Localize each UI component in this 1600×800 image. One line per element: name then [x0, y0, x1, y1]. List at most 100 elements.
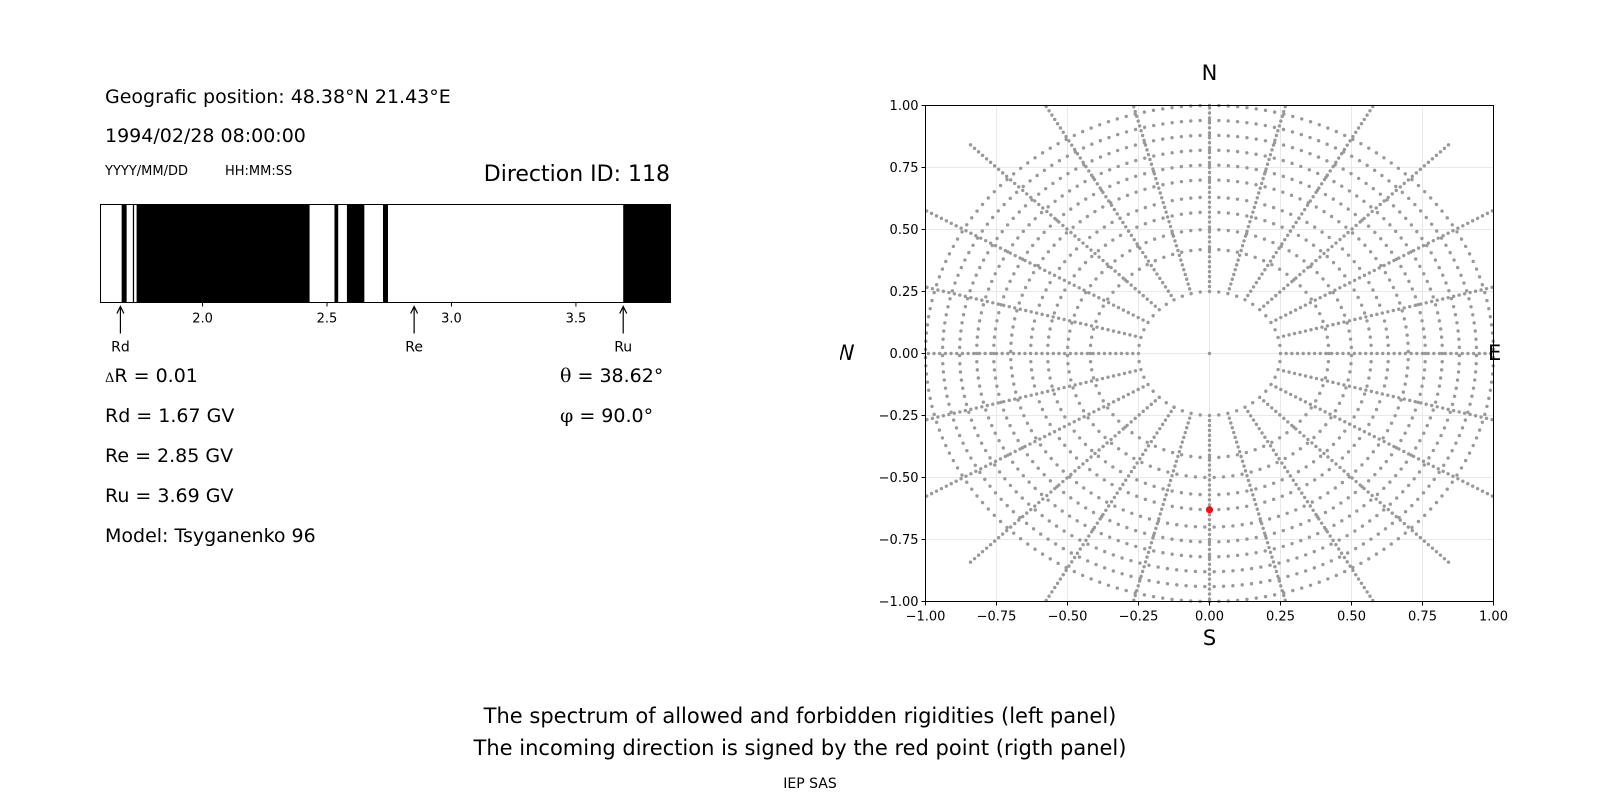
direction-point: [986, 251, 990, 255]
direction-point: [1061, 469, 1065, 473]
direction-point: [1245, 473, 1249, 478]
direction-point: [1136, 315, 1140, 320]
direction-point: [1336, 381, 1341, 386]
direction-point: [1318, 407, 1322, 411]
direction-point: [1015, 309, 1019, 313]
direction-point: [995, 384, 999, 388]
direction-point: [1454, 351, 1459, 356]
direction-point: [1246, 293, 1250, 298]
direction-point: [1170, 489, 1174, 493]
direction-point: [1320, 230, 1324, 234]
direction-point: [1449, 296, 1454, 301]
direction-point: [1189, 248, 1193, 253]
direction-point: [1299, 132, 1303, 137]
direction-point: [1111, 569, 1116, 573]
direction-point: [1365, 113, 1369, 117]
direction-point: [1298, 397, 1303, 402]
direction-point: [1060, 509, 1064, 513]
direction-point: [1438, 376, 1443, 380]
direction-point: [1226, 507, 1230, 511]
direction-point: [1391, 308, 1395, 313]
spectrum-ticks: 2.0 2.5 3.0 3.5: [192, 302, 586, 327]
direction-point: [1077, 286, 1081, 290]
direction-point: [1198, 247, 1202, 252]
direction-point: [997, 438, 1001, 443]
direction-point: [1451, 304, 1456, 309]
direction-point: [1207, 255, 1212, 259]
direction-point: [965, 480, 969, 484]
direction-point: [1479, 415, 1483, 419]
direction-point: [1263, 169, 1268, 174]
direction-point: [1269, 382, 1273, 387]
direction-point: [1061, 546, 1066, 551]
direction-point: [1426, 160, 1431, 165]
direction-point: [1037, 400, 1042, 404]
direction-point: [1284, 390, 1288, 394]
direction-point: [1342, 555, 1347, 560]
direction-point: [1006, 351, 1010, 356]
direction-point: [1245, 552, 1249, 556]
direction-point: [1314, 205, 1318, 209]
direction-point: [1124, 478, 1128, 482]
direction-point: [1132, 237, 1136, 242]
direction-point: [1397, 396, 1401, 400]
direction-point: [1299, 164, 1303, 169]
direction-point: [997, 392, 1001, 396]
direction-point: [1240, 244, 1245, 248]
direction-point: [1268, 563, 1272, 567]
direction-point: [1170, 473, 1174, 478]
direction-point: [1080, 129, 1085, 134]
direction-point: [1371, 415, 1375, 419]
direction-point: [1426, 462, 1431, 466]
direction-point: [1129, 283, 1133, 287]
direction-point: [1207, 522, 1212, 527]
direction-point: [1146, 382, 1150, 387]
direction-point: [1325, 335, 1330, 339]
x-tick-label: 0.50: [1337, 610, 1366, 625]
direction-point: [1091, 192, 1096, 197]
direction-point: [1109, 265, 1113, 270]
direction-point: [1463, 458, 1468, 463]
direction-point: [1056, 141, 1060, 146]
direction-point: [980, 298, 984, 302]
direction-point: [977, 351, 982, 356]
direction-point: [1235, 134, 1240, 139]
direction-point: [1052, 392, 1057, 396]
direction-point: [1244, 504, 1249, 509]
direction-point: [1245, 537, 1249, 541]
direction-point: [1170, 252, 1175, 257]
direction-point: [1142, 375, 1146, 379]
direction-point: [1333, 409, 1338, 413]
direction-point: [1440, 343, 1444, 348]
direction-point: [975, 359, 979, 364]
direction-point: [1077, 417, 1081, 421]
direction-point: [1085, 351, 1090, 356]
direction-point: [1189, 196, 1193, 200]
direction-point: [1309, 328, 1313, 332]
direction-point: [1382, 384, 1387, 388]
direction-point: [1291, 225, 1295, 229]
direction-point: [1366, 224, 1371, 228]
direction-point: [963, 258, 967, 262]
direction-point: [1090, 159, 1094, 163]
direction-point: [1049, 213, 1053, 217]
direction-point: [1312, 549, 1316, 554]
direction-point: [1327, 351, 1331, 356]
direction-point: [1174, 244, 1179, 248]
direction-point: [1074, 393, 1078, 398]
direction-point: [1427, 484, 1431, 488]
direction-point: [1408, 304, 1412, 309]
direction-point: [1156, 580, 1160, 584]
direction-point: [1430, 299, 1434, 304]
direction-point: [1143, 448, 1148, 452]
direction-point: [1390, 521, 1395, 526]
direction-point: [1434, 229, 1439, 233]
direction-point: [1137, 267, 1142, 271]
direction-point: [1298, 430, 1302, 435]
direction-point: [1475, 486, 1480, 491]
direction-point: [947, 412, 951, 417]
direction-point: [1013, 390, 1018, 394]
direction-point: [1065, 154, 1070, 158]
direction-point: [1133, 593, 1137, 598]
direction-point: [1268, 550, 1273, 555]
